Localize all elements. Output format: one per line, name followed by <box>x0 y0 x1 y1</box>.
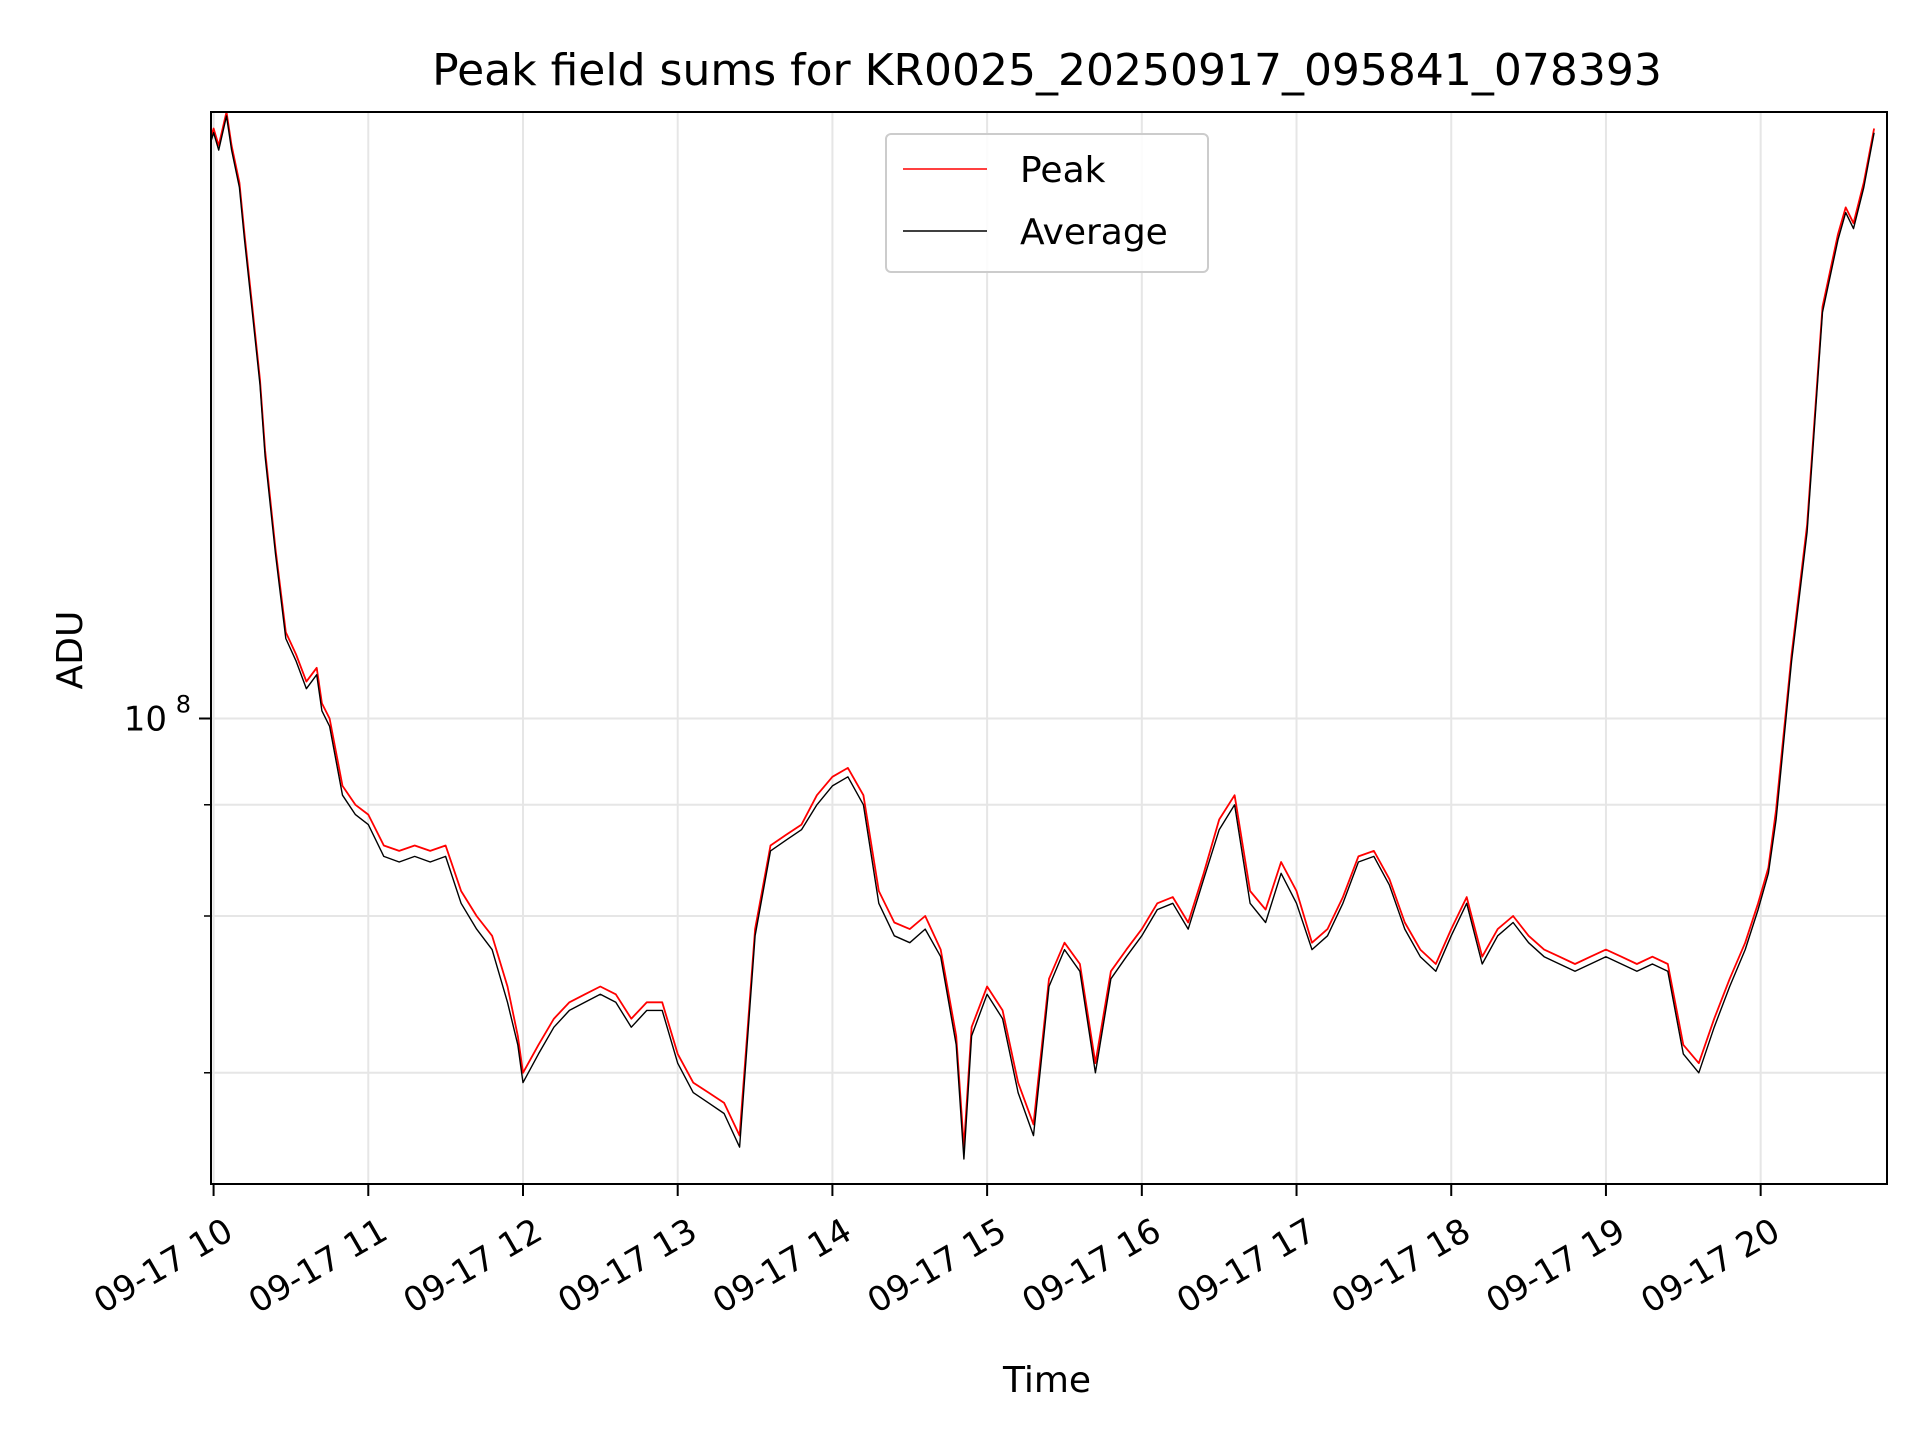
x-tick-label: 09-17 10 <box>87 1211 239 1322</box>
series-layer <box>210 111 1875 1160</box>
legend: Peak Average <box>885 133 1209 273</box>
series-line-average <box>210 115 1875 1160</box>
chart-title: Peak field sums for KR0025_20250917_0958… <box>432 45 1662 96</box>
x-gridlines <box>212 112 1762 1184</box>
y-tick-exponent: 8 <box>176 690 191 718</box>
x-axis-ticks: 09-17 10 09-17 11 09-17 12 09-17 13 09-17 14… <box>87 1184 1787 1322</box>
legend-average-label: Average <box>1020 212 1168 253</box>
x-axis-label: Time <box>1002 1360 1091 1401</box>
x-tick-label: 09-17 17 <box>1170 1211 1322 1322</box>
y-tick-label: 10 <box>124 699 167 739</box>
x-tick-label: 09-17 16 <box>1016 1211 1168 1322</box>
x-tick-label: 09-17 11 <box>242 1211 394 1322</box>
y-axis-label: ADU <box>50 611 91 690</box>
legend-peak-label: Peak <box>1020 150 1106 191</box>
x-tick-label: 09-17 13 <box>551 1211 703 1322</box>
x-tick-label: 09-17 20 <box>1634 1211 1786 1322</box>
y-gridlines <box>211 717 1887 1074</box>
y-axis-ticks: 10 8 <box>124 690 211 1074</box>
series-line-peak <box>210 111 1875 1148</box>
x-tick-label: 09-17 14 <box>706 1211 858 1322</box>
x-tick-label: 09-17 19 <box>1480 1211 1632 1322</box>
x-tick-label: 09-17 15 <box>861 1211 1013 1322</box>
x-tick-label: 09-17 18 <box>1325 1211 1477 1322</box>
plot-area-frame <box>210 111 1888 1185</box>
x-tick-label: 09-17 12 <box>397 1211 549 1322</box>
